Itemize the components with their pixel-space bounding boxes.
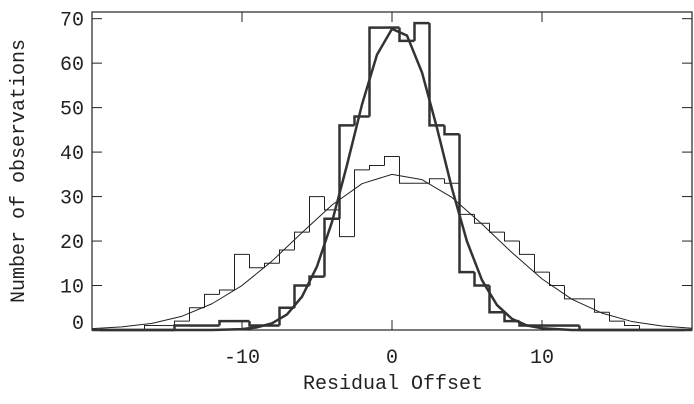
histogram-step [264,262,280,268]
plot-frame [91,11,693,331]
histogram-step [369,164,385,170]
y-tick-label: 10 [60,277,84,300]
histogram-step [428,23,445,127]
y-tick-label: 30 [60,188,84,211]
histogram-step [624,321,640,327]
y-tick-label: 60 [60,54,84,77]
y-axis-label: Number of observations [8,39,31,303]
histogram-step [609,312,625,322]
y-tick-label: 20 [60,232,84,255]
histogram-step [384,156,400,166]
y-tick-label: 70 [60,10,84,33]
x-tick-label: 0 [386,347,398,370]
histogram-step [338,124,355,219]
histogram-step [204,293,220,308]
histogram-step [459,183,475,215]
histogram-step [218,319,235,326]
histogram-step [399,156,415,184]
y-tick-label: 40 [60,143,84,166]
histogram-step [144,325,160,330]
histogram-step [219,289,235,295]
histogram-step [173,324,190,330]
histogram-step [489,223,505,233]
histogram-step [293,284,310,308]
histogram-step [368,26,385,117]
histogram-step [534,254,550,273]
histogram-step [279,249,295,264]
histogram-step [594,298,610,313]
histogram-step [353,115,370,126]
histogram-step [519,241,535,255]
histogram-step [354,169,370,237]
histogram-step [323,217,340,277]
histogram-step [564,285,580,300]
histogram-step [294,231,310,250]
histogram-step [549,272,565,287]
histogram-step [249,254,265,269]
histogram-step [309,196,325,233]
fit-curve [91,173,693,330]
histogram-step [174,320,190,326]
histogram-step [443,125,460,136]
histogram-step [444,178,460,184]
x-tick-label: 10 [530,347,554,370]
histogram-step [413,21,430,41]
x-axis-label: Residual Offset [303,373,483,396]
y-tick-label: 0 [72,313,84,336]
y-tick-label: 50 [60,99,84,122]
histogram-step [429,178,445,184]
histogram-step [234,253,250,290]
histogram-step [488,285,505,314]
histogram-step [339,209,355,238]
histogram-step [189,307,205,322]
histogram-step [504,232,520,242]
fit-curve [92,27,692,332]
histogram-step [458,134,475,274]
x-tick-label: -10 [224,347,260,370]
